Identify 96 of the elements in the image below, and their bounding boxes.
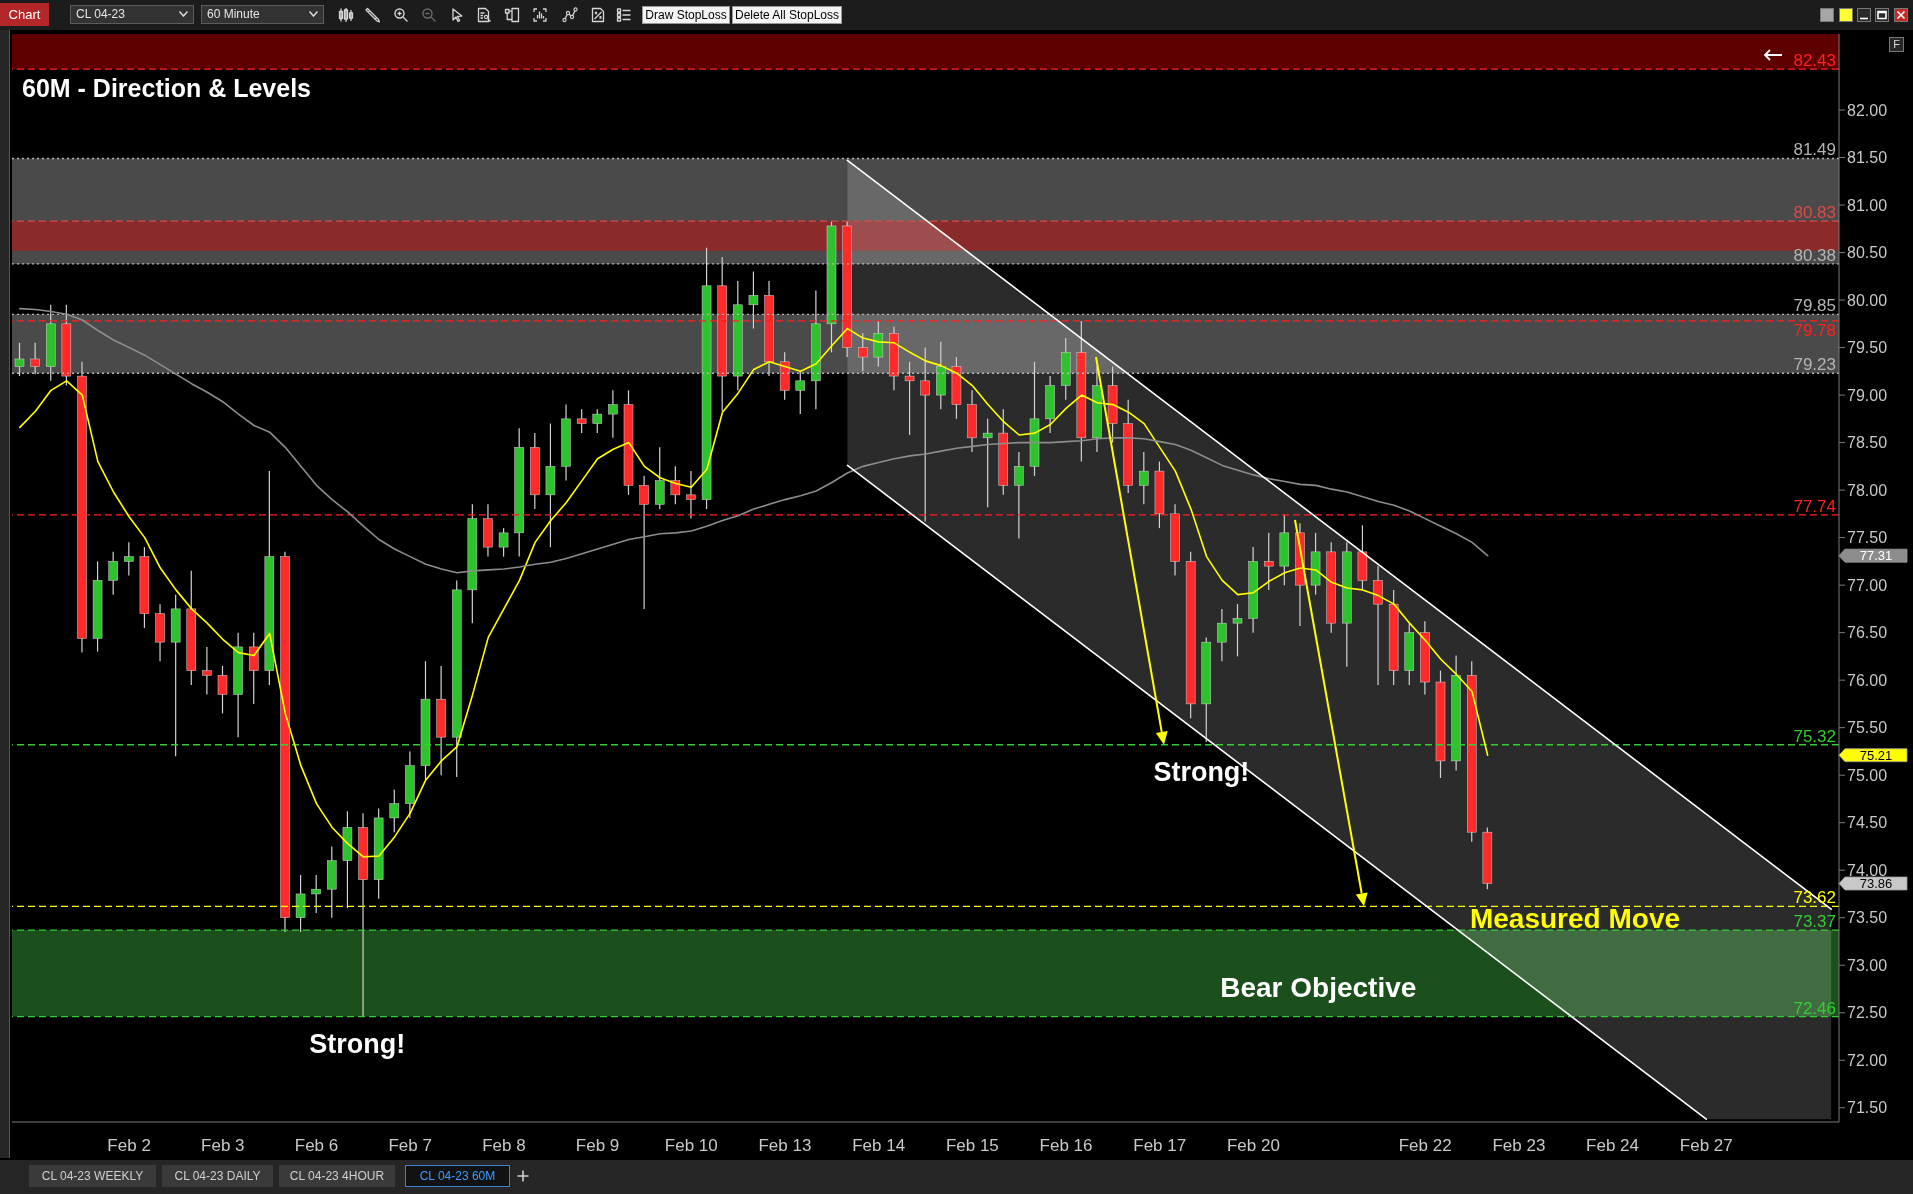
text: CL 04-23 bbox=[76, 7, 125, 21]
candlestick bbox=[311, 874, 321, 914]
y-tick-label: 73.50 bbox=[1847, 909, 1888, 927]
annotation: Measured Move bbox=[1469, 902, 1681, 934]
y-tick-label: 80.00 bbox=[1847, 291, 1888, 309]
y-tick-label: 72.50 bbox=[1847, 1004, 1888, 1022]
text: CL 04-23 60M bbox=[405, 1165, 510, 1187]
band-label: Bear Objective bbox=[1220, 972, 1417, 1004]
candlestick bbox=[30, 342, 40, 375]
x-tick-label: Feb 17 bbox=[1133, 1136, 1187, 1156]
x-tick-label: Feb 7 bbox=[388, 1136, 432, 1156]
x-tick-label: Feb 2 bbox=[107, 1136, 151, 1156]
y-tick-label: 78.50 bbox=[1847, 434, 1888, 452]
candlestick bbox=[592, 408, 603, 434]
y-tick-label: 81.50 bbox=[1847, 149, 1888, 167]
candlestick bbox=[124, 541, 134, 577]
candlestick bbox=[1217, 608, 1227, 662]
y-tick-label: 81.00 bbox=[1847, 196, 1888, 214]
y-tick-label: 73.00 bbox=[1847, 956, 1888, 974]
y-tick-label: 78.00 bbox=[1847, 481, 1888, 499]
x-tick-label: Feb 20 bbox=[1226, 1136, 1280, 1156]
y-tick-label: 75.00 bbox=[1847, 766, 1888, 784]
y-tick-label: 77.00 bbox=[1847, 576, 1888, 594]
text: 77.31 bbox=[1859, 548, 1893, 564]
x-tick-label: Feb 23 bbox=[1492, 1136, 1546, 1156]
candlestick bbox=[14, 342, 25, 377]
x-tick-label: Feb 3 bbox=[201, 1136, 245, 1156]
ref-line-label: 81.49 bbox=[1793, 140, 1836, 160]
ref-line-label: 79.23 bbox=[1793, 355, 1836, 375]
x-tick-label: Feb 9 bbox=[575, 1136, 620, 1156]
x-tick-label: Feb 27 bbox=[1679, 1136, 1733, 1156]
x-tick-label: Feb 8 bbox=[482, 1136, 526, 1156]
y-tick-label: 76.50 bbox=[1847, 624, 1888, 642]
candlestick bbox=[202, 646, 212, 695]
ref-line-label: 73.37 bbox=[1793, 912, 1836, 932]
text: 73.86 bbox=[1859, 876, 1893, 891]
candlestick bbox=[217, 665, 228, 715]
candlestick bbox=[1263, 532, 1274, 591]
text: CL 04-23 4HOUR bbox=[279, 1165, 395, 1187]
line-series bbox=[19, 327, 1489, 858]
candlestick bbox=[982, 418, 993, 508]
candlestick bbox=[108, 551, 118, 596]
text: 60 Minute bbox=[207, 7, 260, 21]
candlestick bbox=[608, 389, 618, 439]
annotation: Strong! bbox=[309, 1028, 406, 1059]
y-tick-label: 71.50 bbox=[1847, 1099, 1888, 1117]
y-tick-label: 79.00 bbox=[1847, 386, 1888, 404]
text: Delete All StopLoss bbox=[732, 6, 842, 24]
text: Chart bbox=[0, 3, 49, 26]
y-tick-label: 82.00 bbox=[1847, 101, 1888, 119]
y-tick-label: 74.00 bbox=[1847, 861, 1888, 879]
ref-line-label: 82.43 bbox=[1793, 51, 1836, 71]
candlestick bbox=[904, 361, 915, 436]
candlestick bbox=[576, 408, 587, 434]
x-tick-label: Feb 14 bbox=[852, 1136, 906, 1156]
y-tick-label: 77.50 bbox=[1847, 529, 1888, 547]
ref-line-label: 80.83 bbox=[1793, 203, 1836, 223]
ref-line-label: 80.38 bbox=[1793, 245, 1836, 265]
x-tick-label: Feb 10 bbox=[664, 1136, 718, 1156]
ref-line-label: 77.74 bbox=[1793, 496, 1836, 516]
ref-line-label: 79.85 bbox=[1793, 296, 1836, 316]
ref-line-label: 79.78 bbox=[1793, 321, 1836, 341]
x-tick-label: Feb 16 bbox=[1039, 1136, 1093, 1156]
annotation: Strong! bbox=[1153, 756, 1250, 787]
ref-line-label: 72.46 bbox=[1793, 998, 1836, 1018]
y-tick-label: 74.50 bbox=[1847, 814, 1888, 832]
x-tick-label: Feb 15 bbox=[945, 1136, 999, 1156]
x-tick-label: Feb 13 bbox=[758, 1136, 812, 1156]
candlestick bbox=[1373, 565, 1383, 686]
y-tick-label: 79.50 bbox=[1847, 339, 1888, 357]
candlestick bbox=[1014, 451, 1024, 540]
candlestick bbox=[873, 320, 884, 368]
text: CL 04-23 DAILY bbox=[162, 1165, 273, 1187]
text: CL 04-23 WEEKLY bbox=[29, 1165, 156, 1187]
candlestick bbox=[654, 446, 665, 510]
candlestick bbox=[857, 332, 868, 372]
x-tick-label: Feb 6 bbox=[294, 1136, 339, 1156]
text: F bbox=[1889, 37, 1904, 52]
candlestick bbox=[1232, 603, 1243, 657]
y-tick-label: 80.50 bbox=[1847, 244, 1888, 262]
y-tick-label: 76.00 bbox=[1847, 671, 1888, 689]
candlestick bbox=[795, 370, 806, 415]
candlestick bbox=[248, 632, 259, 705]
x-tick-label: Feb 22 bbox=[1398, 1136, 1452, 1156]
candlestick bbox=[389, 788, 400, 833]
y-tick-label: 72.00 bbox=[1847, 1051, 1888, 1069]
text: 75.21 bbox=[1859, 747, 1893, 763]
y-tick-label: 75.50 bbox=[1847, 719, 1888, 737]
x-tick-label: Feb 24 bbox=[1586, 1136, 1640, 1156]
candlestick bbox=[748, 270, 759, 330]
candlestick bbox=[1139, 451, 1149, 505]
ref-line-label: 75.32 bbox=[1793, 726, 1836, 746]
text: Draw StopLoss bbox=[642, 6, 730, 24]
text: 60M - Direction & Levels bbox=[22, 74, 311, 103]
candlestick bbox=[498, 527, 509, 558]
line-series bbox=[19, 307, 1489, 574]
